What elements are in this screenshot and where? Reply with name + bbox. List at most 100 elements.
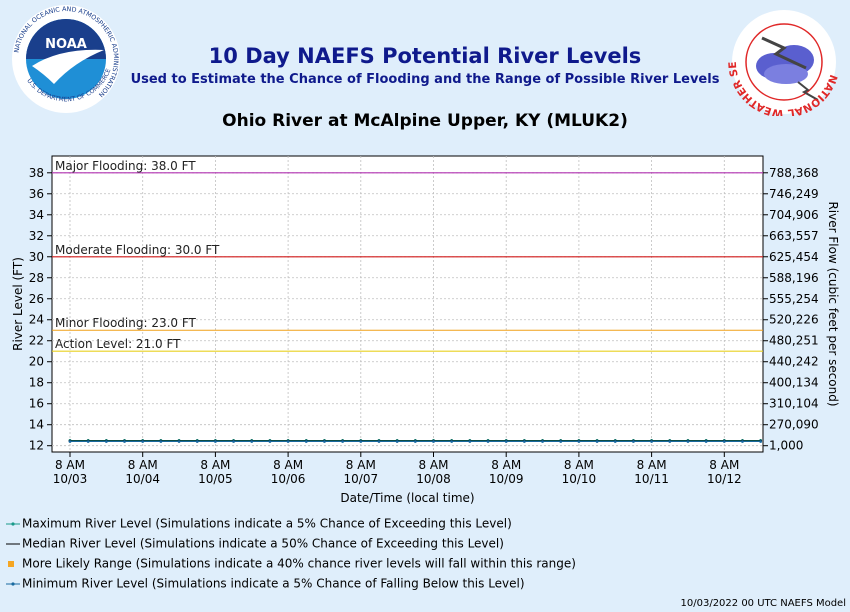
x-tick-date: 10/08 <box>416 472 451 486</box>
threshold-label: Moderate Flooding: 30.0 FT <box>55 243 220 257</box>
series-point <box>141 440 145 443</box>
series-point <box>668 440 672 443</box>
model-run-footer: 10/03/2022 00 UTC NAEFS Model <box>680 598 847 609</box>
y2-tick-label: 788,368 <box>769 166 819 180</box>
series-point <box>304 440 308 443</box>
y2-tick-label: 1,000 <box>769 439 803 453</box>
noaa-logo: NOAA NATIONAL OCEANIC AND ATMOSPHERIC AD… <box>12 5 120 113</box>
x-tick-date: 10/09 <box>489 472 524 486</box>
legend-item: Minimum River Level (Simulations indicat… <box>6 575 525 591</box>
x-tick-date: 10/04 <box>125 472 160 486</box>
series <box>68 440 763 443</box>
legend-item: Median River Level (Simulations indicate… <box>6 535 504 551</box>
legend-label: Minimum River Level (Simulations indicat… <box>22 576 525 591</box>
series-point <box>341 440 345 443</box>
x-tick-date: 10/05 <box>198 472 233 486</box>
series-point <box>613 440 617 443</box>
series-point <box>741 440 744 443</box>
x-tick-date: 10/03 <box>53 472 88 486</box>
legend-item: Maximum River Level (Simulations indicat… <box>6 515 512 531</box>
legend-symbol <box>6 581 20 586</box>
threshold-label: Action Level: 21.0 FT <box>55 337 181 351</box>
y-axis-right: 1,000 270,090 310,104 400,134 440,242 480,251… <box>763 166 840 453</box>
series-point <box>468 440 472 443</box>
y-tick-label: 18 <box>29 376 44 390</box>
y2-tick-label: 588,196 <box>769 271 819 285</box>
series-point <box>359 440 363 443</box>
legend-label: More Likely Range (Simulations indicate … <box>22 556 576 571</box>
y2-tick-label: 480,251 <box>769 334 819 348</box>
series-point <box>268 440 272 443</box>
y2-tick-label: 270,090 <box>769 418 819 432</box>
y2-tick-label: 400,134 <box>769 376 819 390</box>
threshold-label: Minor Flooding: 23.0 FT <box>55 316 197 330</box>
x-tick-time: 8 AM <box>709 458 739 472</box>
plot-area <box>51 155 764 453</box>
x-tick-date: 10/11 <box>634 472 669 486</box>
x-tick-time: 8 AM <box>200 458 230 472</box>
y2-tick-label: 310,104 <box>769 397 819 411</box>
y-tick-label: 26 <box>29 292 44 306</box>
y2-tick-label: 440,242 <box>769 355 819 369</box>
x-tick-time: 8 AM <box>128 458 158 472</box>
series-point <box>159 440 163 443</box>
series-point <box>450 440 454 443</box>
y-tick-label: 38 <box>29 166 44 180</box>
series-point <box>104 440 108 443</box>
y-axis-left: 12 14 16 18 20 22 24 26 28 30 32 34 36 38 River Level … <box>11 166 52 453</box>
y-tick-label: 20 <box>29 355 44 369</box>
x-tick-date: 10/12 <box>707 472 742 486</box>
y-tick-label: 12 <box>29 439 44 453</box>
legend-label: Median River Level (Simulations indicate… <box>22 536 504 551</box>
x-axis-title: Date/Time (local time) <box>340 491 474 505</box>
x-tick-time: 8 AM <box>564 458 594 472</box>
legend-symbol <box>8 560 14 567</box>
legend-symbol <box>6 521 20 526</box>
series-point <box>541 440 544 443</box>
series-point <box>504 440 508 443</box>
series-point <box>395 440 399 443</box>
y-tick-label: 24 <box>29 313 44 327</box>
series-point <box>595 440 599 443</box>
series-point <box>377 440 381 443</box>
river-level-chart: Major Flooding: 38.0 FT Moderate Flooding… <box>11 155 840 505</box>
x-tick-date: 10/10 <box>562 472 597 486</box>
y-tick-label: 34 <box>29 208 44 222</box>
series-point <box>486 440 490 443</box>
y-tick-label: 22 <box>29 334 44 348</box>
legend-item: More Likely Range (Simulations indicate … <box>6 555 576 571</box>
series-point <box>232 440 235 443</box>
noaa-logo-label: NOAA <box>45 37 87 52</box>
y2-tick-label: 520,226 <box>769 313 819 327</box>
threshold-label: Major Flooding: 38.0 FT <box>55 159 196 173</box>
flood-thresholds: Major Flooding: 38.0 FT Moderate Flooding… <box>52 159 763 352</box>
series-point <box>522 440 526 443</box>
y2-tick-label: 555,254 <box>769 292 819 306</box>
y2-axis-title: River Flow (cubic feet per second) <box>826 201 840 406</box>
y2-tick-label: 746,249 <box>769 187 819 201</box>
y-tick-label: 16 <box>29 397 44 411</box>
y-tick-label: 14 <box>29 418 44 432</box>
y-axis-title: River Level (FT) <box>11 257 25 351</box>
series-point <box>704 440 708 443</box>
y-tick-label: 32 <box>29 229 44 243</box>
legend-label: Maximum River Level (Simulations indicat… <box>22 516 512 531</box>
series-point <box>250 440 254 443</box>
x-tick-time: 8 AM <box>273 458 303 472</box>
x-tick-date: 10/06 <box>271 472 306 486</box>
y2-tick-label: 625,454 <box>769 250 819 264</box>
x-tick-time: 8 AM <box>418 458 448 472</box>
y2-tick-label: 704,906 <box>769 208 819 222</box>
series-point <box>323 440 326 443</box>
page-title: 10 Day NAEFS Potential River Levels <box>208 44 642 68</box>
gauge-location: Ohio River at McAlpine Upper, KY (MLUK2) <box>222 111 628 131</box>
page-subtitle: Used to Estimate the Chance of Flooding … <box>130 72 720 87</box>
series-point <box>559 440 563 443</box>
series-point <box>286 440 290 443</box>
y-tick-label: 30 <box>29 250 44 264</box>
series-point <box>686 440 690 443</box>
x-tick-date: 10/07 <box>344 472 379 486</box>
y-tick-label: 36 <box>29 187 44 201</box>
legend-symbol <box>6 543 20 544</box>
